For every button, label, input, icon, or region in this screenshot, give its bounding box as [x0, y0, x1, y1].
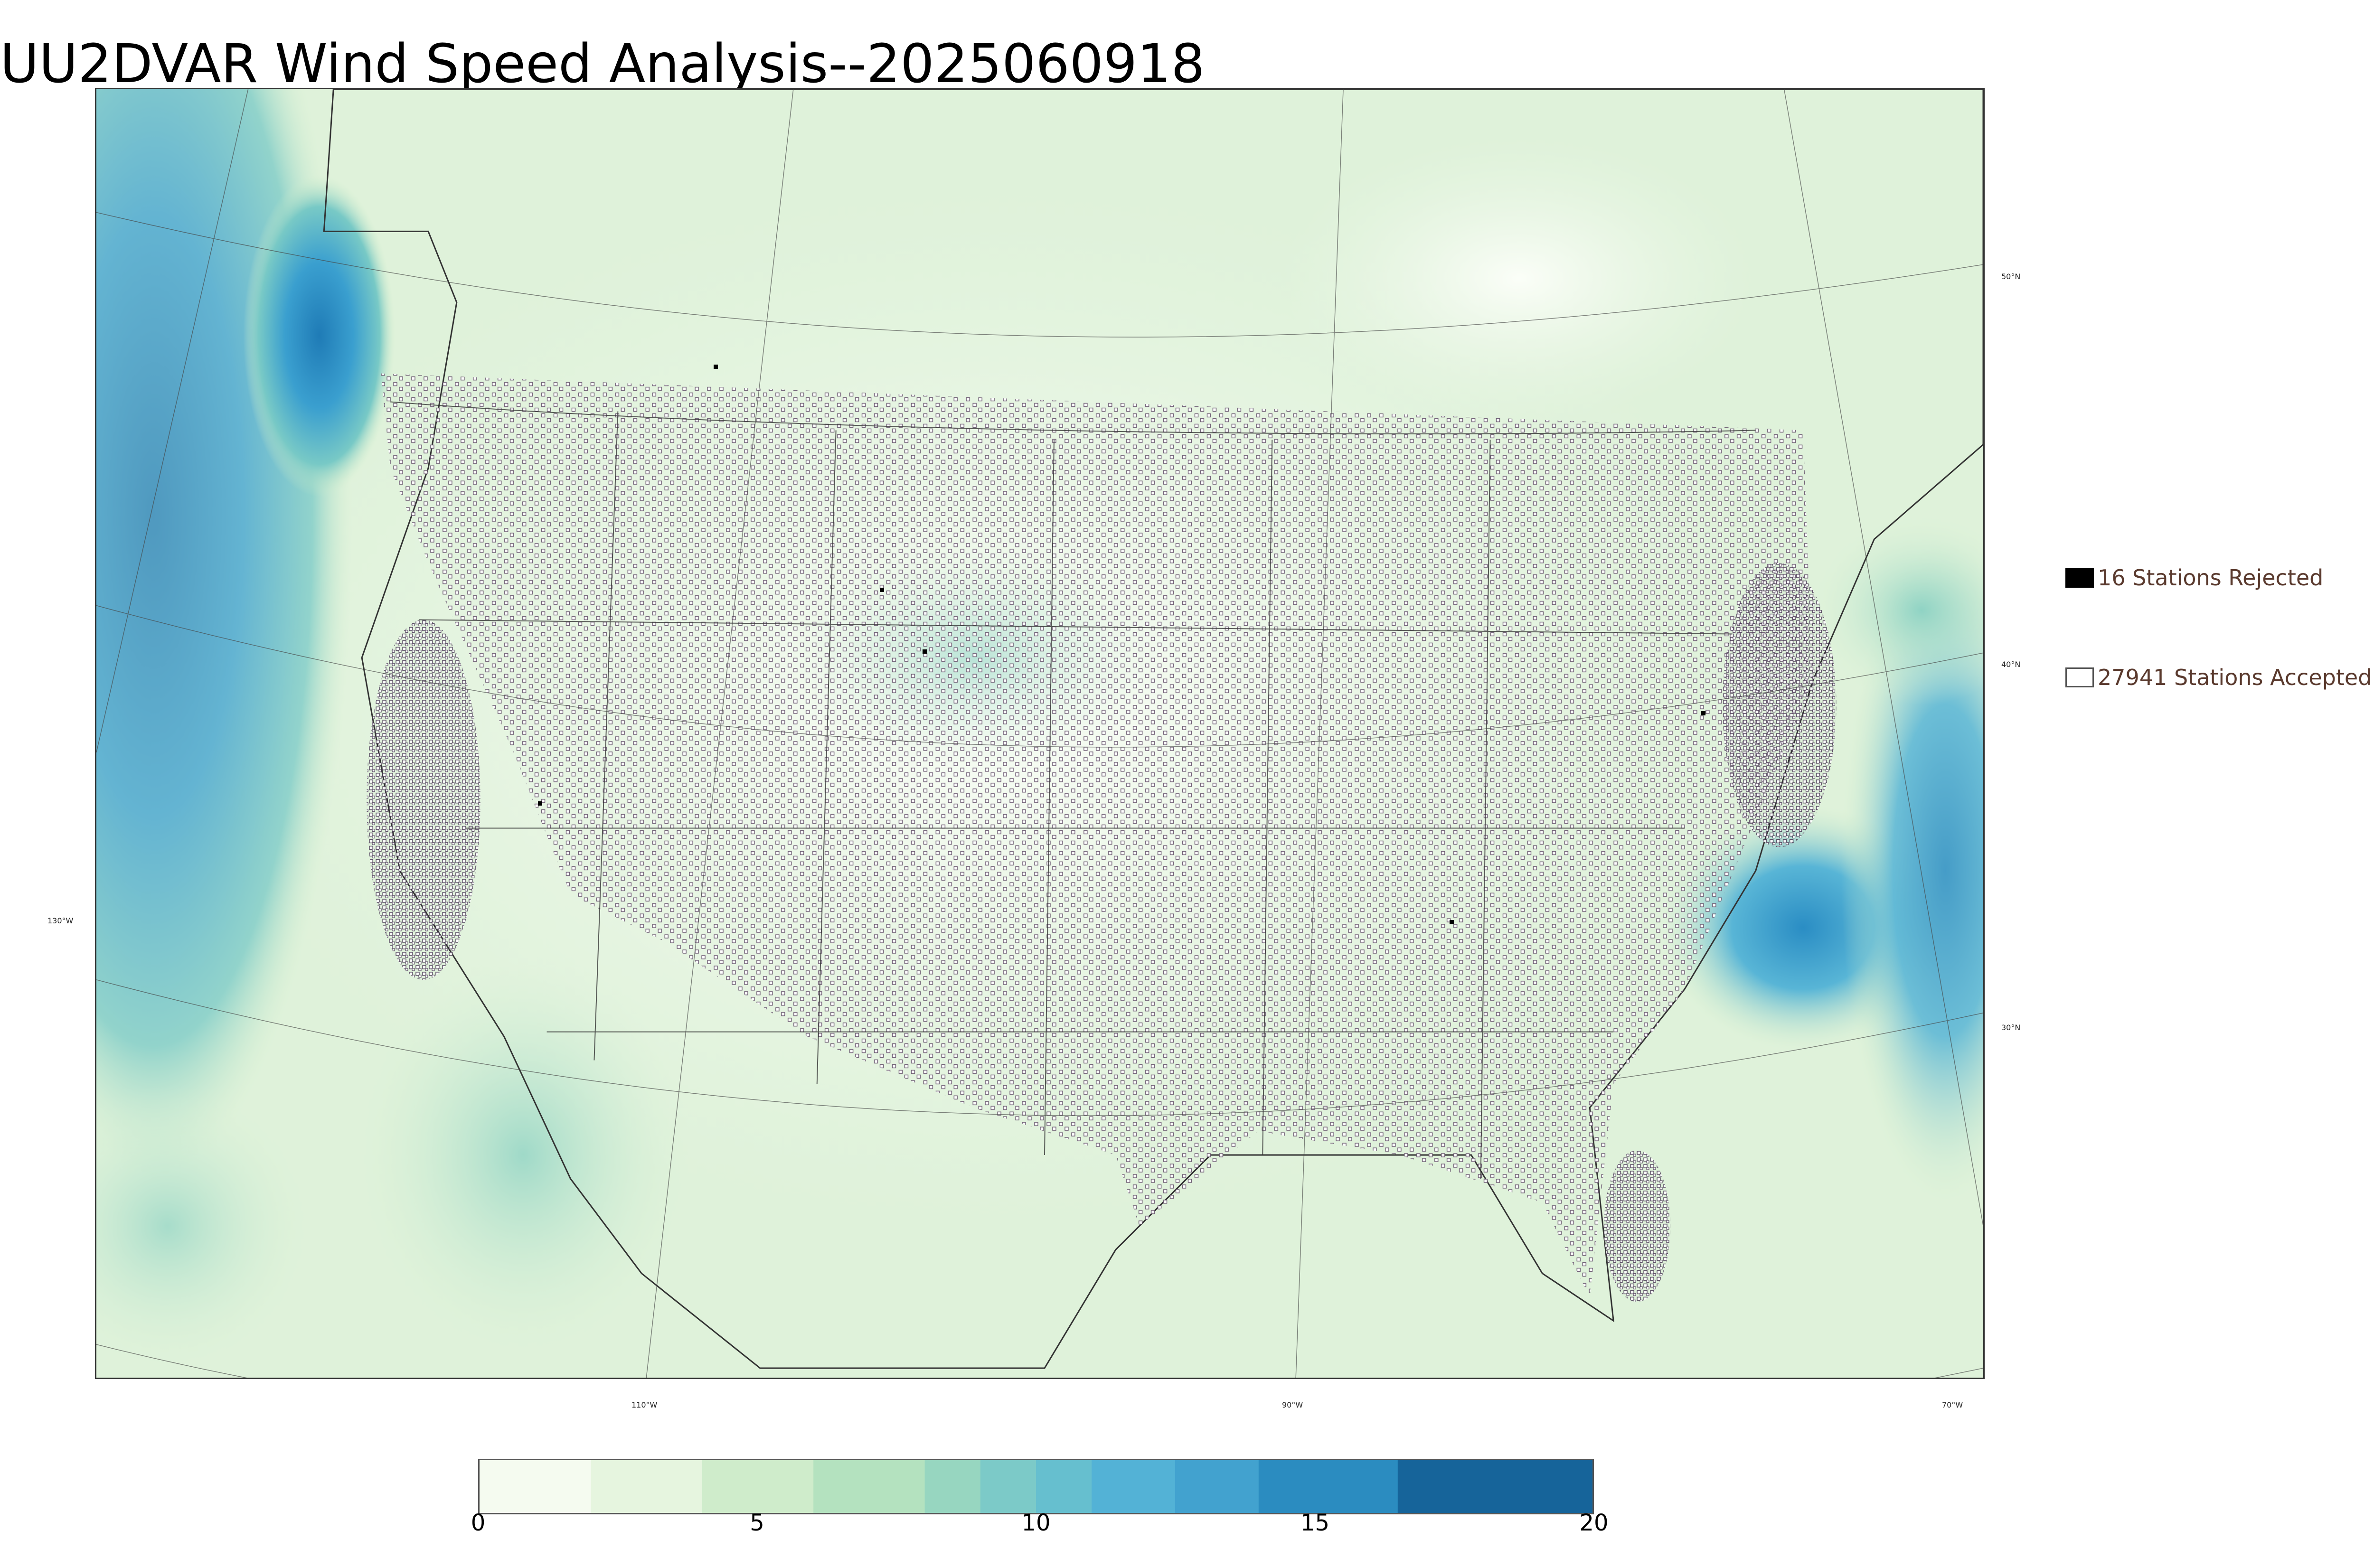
latitude-label-50n: 50°N: [2001, 272, 2021, 281]
colorbar-tick-label: 10: [1021, 1510, 1051, 1536]
colorbar-band: [1036, 1460, 1093, 1513]
colorbar-band: [980, 1460, 1037, 1513]
colorbar-band: [813, 1460, 925, 1513]
legend-rejected-label: 16 Stations Rejected: [2098, 565, 2324, 591]
colorbar-tick-label: 20: [1579, 1510, 1609, 1536]
latitude-label-30n: 30°N: [2001, 1023, 2021, 1032]
rejected-station-marker: [880, 588, 884, 592]
colorbar-tick-label: 15: [1300, 1510, 1330, 1536]
rejected-station-marker: [538, 801, 542, 806]
legend-accepted-row: 27941 Stations Accepted: [2065, 665, 2372, 690]
longitude-label-70w: 70°W: [1942, 1400, 1963, 1409]
latitude-label-40n: 40°N: [2001, 660, 2021, 669]
legend-rejected-row: 16 Stations Rejected: [2065, 565, 2323, 591]
colorbar-band: [480, 1460, 592, 1513]
rejected-station-marker: [714, 365, 718, 369]
colorbar-band: [924, 1460, 981, 1513]
longitude-label-110w: 110°W: [631, 1400, 658, 1409]
wind-speed-colorbar: [478, 1459, 1594, 1514]
rejected-station-marker: [1450, 920, 1454, 924]
colorbar-band: [1175, 1460, 1259, 1513]
longitude-label-130w: 130°W: [47, 916, 74, 925]
graticule: [96, 89, 1983, 1378]
pacific-jet-core: [243, 174, 396, 497]
colorbar-band: [1092, 1460, 1176, 1513]
wind-speed-map: [95, 88, 1985, 1379]
political-boundaries: [390, 401, 1756, 1179]
map-title: UU2DVAR Wind Speed Analysis--2025060918: [0, 33, 1205, 95]
coastline: [323, 89, 1983, 1369]
colorbar-tick-label: 5: [750, 1510, 764, 1536]
accepted-station-markers: [381, 373, 1813, 1297]
colorbar-tick-label: 0: [471, 1510, 486, 1536]
map-canvas: [96, 89, 1983, 1378]
colorbar-band: [1258, 1460, 1398, 1513]
longitude-label-90w: 90°W: [1282, 1400, 1303, 1409]
colorbar-band: [591, 1460, 703, 1513]
rejected-swatch: [2065, 568, 2094, 588]
colorbar-band: [1397, 1460, 1592, 1513]
colorbar-band: [702, 1460, 814, 1513]
rejected-station-marker: [923, 649, 927, 654]
accepted-swatch: [2065, 667, 2094, 687]
rejected-station-marker: [1701, 711, 1705, 715]
legend-accepted-label: 27941 Stations Accepted: [2098, 665, 2372, 690]
